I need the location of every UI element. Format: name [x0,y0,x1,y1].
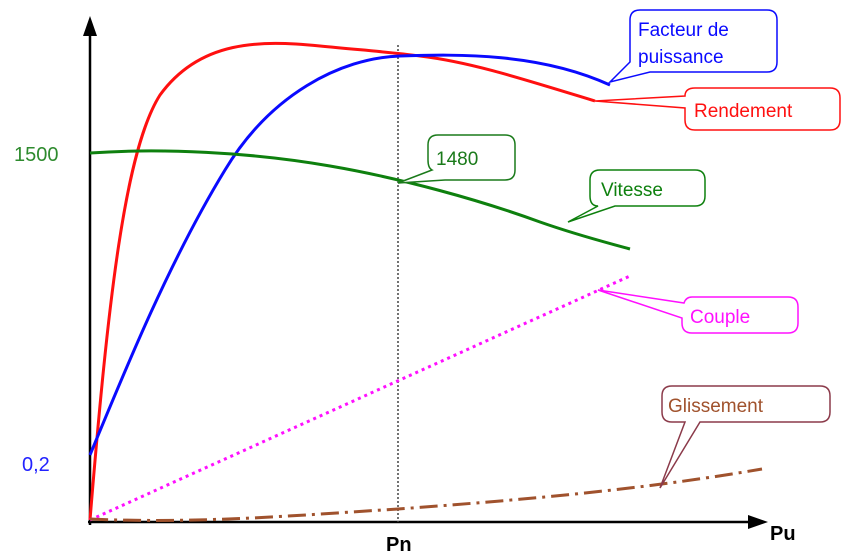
callout-label-facteur-de-puissance-line2: puissance [638,47,724,68]
x-axis-arrow [748,515,768,529]
annotation-1480-callout: 1480 [397,134,516,184]
y-axis-arrow [83,16,97,36]
callout-couple: Couple [597,289,799,334]
annotation-1480: 1480 [436,149,478,170]
series-couple-line [89,274,631,522]
series-glissement-line [89,467,763,522]
x-axis-label: Pu [770,523,796,545]
x-tick-label-pn: Pn [386,534,412,553]
callout-label-vitesse: Vitesse [601,180,663,201]
series-facteur-de-puissance-line [88,53,611,456]
callout-rendement: Rendement [594,87,841,131]
callout-label-glissement: Glissement [668,396,764,417]
series-vitesse-line [89,149,631,251]
y-tick-label-1500: 1500 [14,144,59,166]
callout-label-couple: Couple [690,307,750,328]
series-rendement-line [88,41,596,521]
y-tick-label-0-2: 0,2 [22,454,50,476]
callout-vitesse: Vitesse [567,169,706,223]
callout-label-facteur-de-puissance: Facteur de [638,20,729,41]
callout-facteur-de-puissance: Facteur de puissance [607,9,778,84]
callout-label-rendement: Rendement [694,101,793,122]
callout-glissement: Glissement [659,385,831,489]
